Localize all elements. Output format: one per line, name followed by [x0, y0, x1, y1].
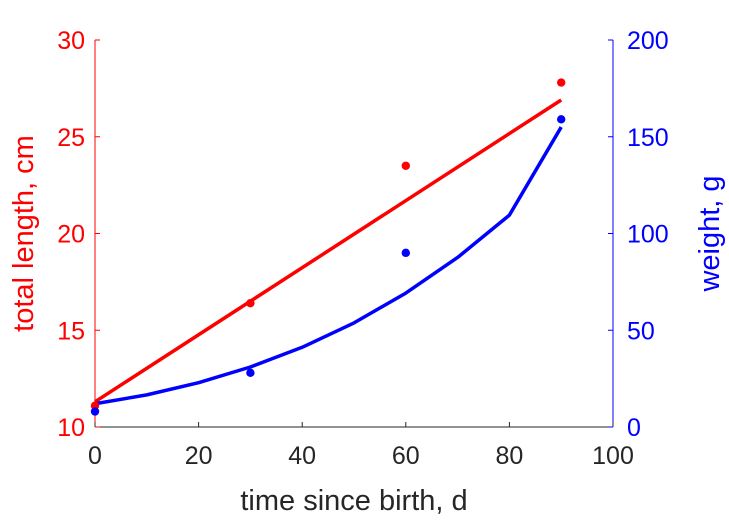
- y-left-tick-label: 30: [57, 27, 85, 55]
- y-axis-right-label: weight, g: [694, 175, 726, 292]
- axes: 0 20 40 60 80 100 10 15 20 25 30 0 50 100 150 200: [57, 27, 669, 470]
- y-axis-left-label: total length, cm: [8, 135, 40, 332]
- x-tick-label: 0: [88, 442, 102, 470]
- x-tick-label: 40: [288, 442, 316, 470]
- length-data-point: [401, 161, 410, 170]
- data-points: [90, 78, 566, 416]
- x-axis-label: time since birth, d: [240, 485, 467, 517]
- y-right-tick-label: 150: [627, 124, 669, 152]
- weight-fit-line: [94, 126, 563, 406]
- weight-data-point: [246, 368, 255, 378]
- y-left-tick-label: 15: [57, 317, 85, 345]
- x-tick-label: 100: [592, 442, 634, 470]
- weight-data-point: [557, 115, 566, 124]
- y-left-tick-label: 20: [57, 221, 85, 249]
- y-right-tick-label: 0: [627, 414, 641, 442]
- y-left-tick-label: 10: [57, 414, 85, 442]
- length-data-point: [246, 298, 255, 308]
- weight-data-point: [90, 407, 100, 416]
- length-data-point: [90, 401, 100, 410]
- y-right-tick-label: 200: [627, 27, 669, 55]
- fit-lines: [94, 98, 563, 406]
- y-right-tick-label: 50: [627, 317, 655, 345]
- y-right-tick-label: 100: [627, 221, 669, 249]
- x-tick-label: 80: [495, 442, 523, 470]
- x-tick-label: 20: [185, 442, 213, 470]
- axis-labels: time since birth, d total length, cm wei…: [8, 135, 726, 517]
- y-left-tick-label: 25: [57, 124, 85, 152]
- length-data-point: [557, 78, 566, 87]
- weight-data-point: [401, 248, 410, 258]
- length-fit-line: [94, 98, 563, 404]
- x-tick-label: 60: [392, 442, 420, 470]
